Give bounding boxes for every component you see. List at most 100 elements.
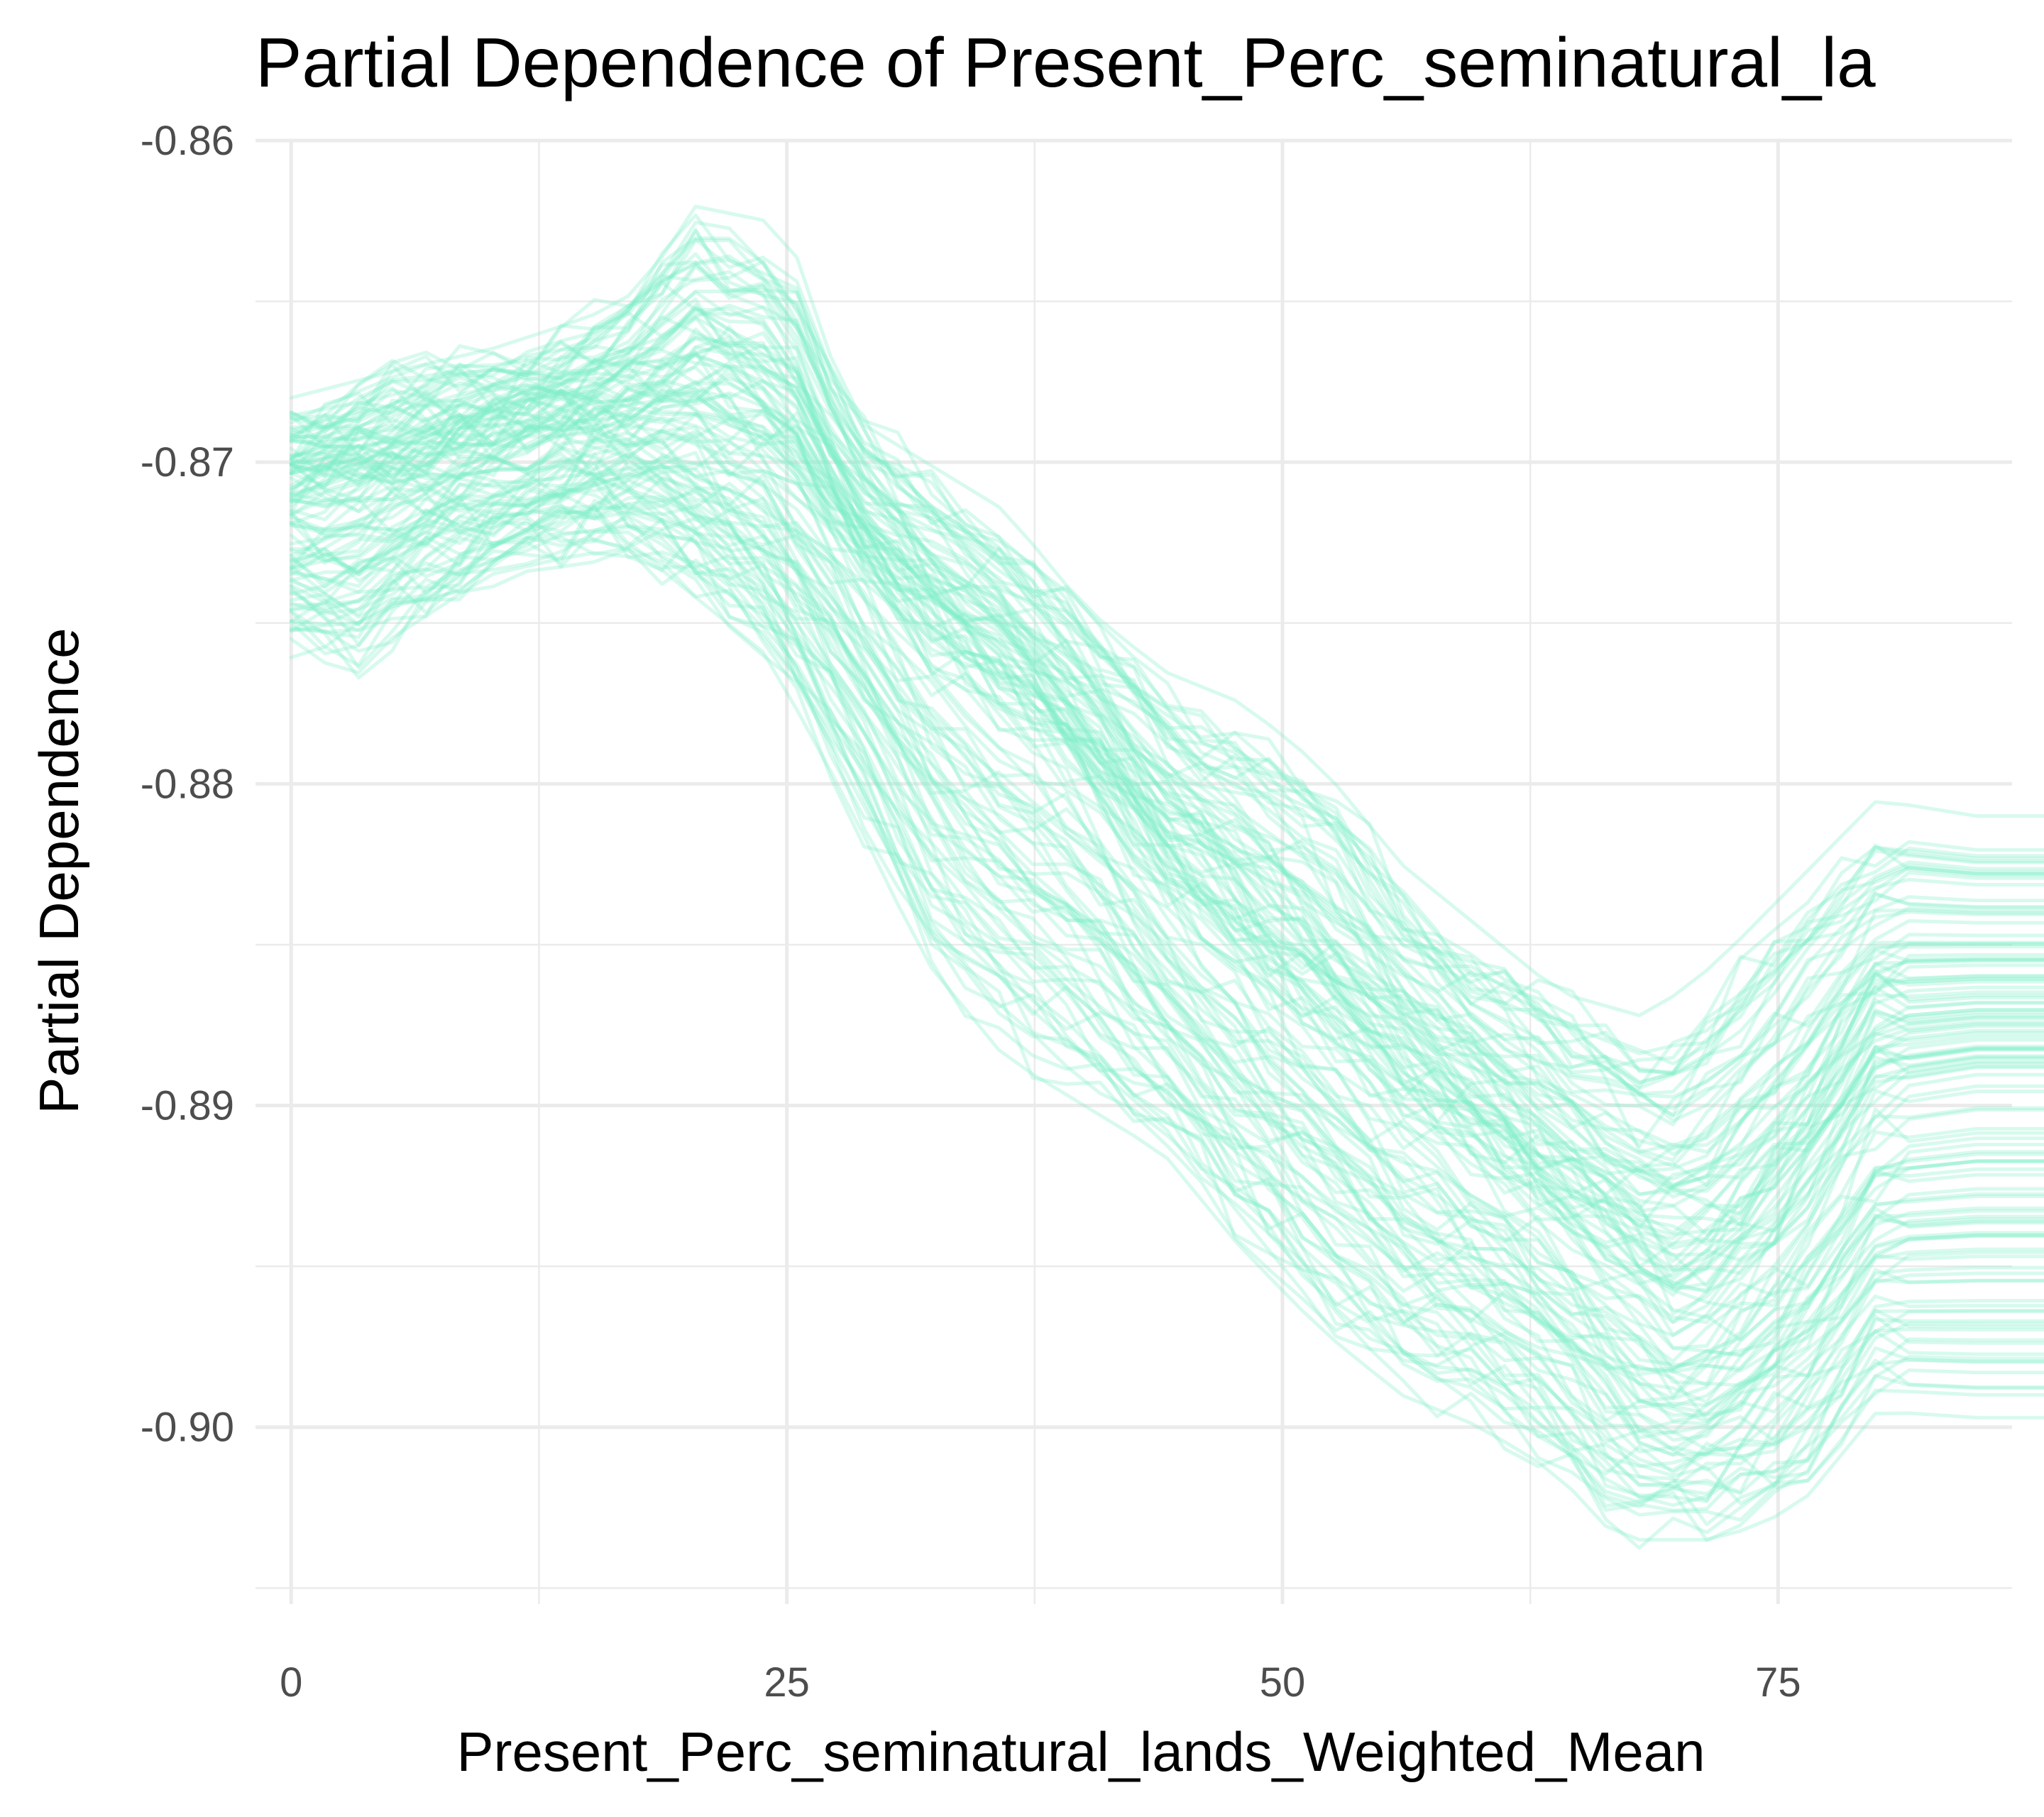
ice-curve [289, 509, 2044, 1472]
ice-curve [289, 263, 2044, 1118]
ice-curve [289, 503, 2044, 1505]
ice-curve [289, 376, 2044, 1235]
ice-curve [289, 456, 2044, 1374]
ice-curve [289, 316, 2044, 1181]
y-tick-label: -0.89 [141, 1083, 234, 1129]
ice-curve [289, 336, 2044, 1173]
ice-curve [289, 379, 2044, 1297]
ice-curve [289, 345, 2044, 1197]
ice-curve [289, 450, 2044, 1404]
ice-curve [289, 452, 2044, 1410]
ice-curve [289, 393, 2044, 1324]
ice-curve [289, 315, 2044, 1168]
ice-curve [289, 264, 2044, 1123]
ice-curve [289, 238, 2044, 1075]
ice-curve [289, 452, 2044, 1408]
ice-curve [289, 236, 2044, 1074]
ice-curve [289, 388, 2044, 1289]
ice-curve [289, 359, 2044, 1241]
ice-curve [289, 396, 2044, 1288]
tick-labels: -0.86 -0.87 -0.88 -0.89 -0.90 0 25 50 75 [141, 118, 1801, 1706]
ice-curve [289, 361, 2044, 1226]
ice-curves [289, 204, 2044, 1550]
x-tick-label: 75 [1755, 1659, 1801, 1706]
ice-curve [289, 228, 2044, 1090]
ice-curve [289, 280, 2044, 1163]
ice-curve [289, 372, 2044, 1250]
ice-curve [289, 394, 2044, 1337]
ice-curve [289, 237, 2044, 1071]
ice-curve [289, 391, 2044, 1286]
ice-curve [289, 535, 2044, 1522]
ice-curve [289, 517, 2044, 1542]
ice-curve [289, 439, 2044, 1367]
x-tick-label: 25 [764, 1659, 810, 1706]
ice-curve [289, 429, 2044, 1353]
y-axis-title: Partial Dependence [28, 627, 90, 1114]
ice-curve [289, 504, 2044, 1456]
ice-curve [289, 478, 2044, 1457]
ice-curve [289, 515, 2044, 1527]
ice-curve [289, 529, 2044, 1509]
ice-curve [289, 302, 2044, 1187]
ice-curve [289, 336, 2044, 1189]
ice-curve [289, 297, 2044, 1188]
ice-curve [289, 366, 2044, 1236]
ice-curve [289, 213, 2044, 1065]
ice-curve [289, 551, 2044, 1542]
ice-curve [289, 452, 2044, 1371]
ice-curve [289, 390, 2044, 1281]
x-tick-label: 0 [280, 1659, 302, 1706]
ice-curve [289, 303, 2044, 1148]
chart-title: Partial Dependence of Present_Perc_semin… [256, 23, 1876, 101]
ice-curve [289, 353, 2044, 1210]
ice-curve [289, 393, 2044, 1295]
ice-curve [289, 459, 2044, 1457]
ice-curve [289, 366, 2044, 1257]
ice-curve [289, 498, 2044, 1503]
ice-curve [289, 432, 2044, 1398]
ice-curve [289, 259, 2044, 1085]
y-tick-label: -0.88 [141, 761, 234, 807]
ice-curve [289, 252, 2044, 1096]
ice-curve [289, 364, 2044, 1230]
ice-curve [289, 258, 2044, 1085]
ice-curve [289, 476, 2044, 1442]
ice-curve [289, 281, 2044, 1099]
ice-curve [289, 495, 2044, 1451]
ice-curve [289, 307, 2044, 1154]
y-tick-label: -0.87 [141, 439, 234, 485]
ice-curve [289, 525, 2044, 1513]
ice-curve [289, 470, 2044, 1417]
ice-curve [289, 486, 2044, 1451]
ice-curve [289, 472, 2044, 1388]
ice-curve [289, 498, 2044, 1472]
ice-curve [289, 380, 2044, 1315]
ice-curve [289, 393, 2044, 1310]
ice-curve [289, 290, 2044, 1126]
y-tick-label: -0.90 [141, 1405, 234, 1451]
ice-curve [289, 455, 2044, 1433]
y-tick-label: -0.86 [141, 118, 234, 164]
ice-curve [289, 434, 2044, 1319]
ice-curve [289, 325, 2044, 1227]
ice-curve [289, 412, 2044, 1292]
ice-curve [289, 388, 2044, 1285]
ice-curve [289, 462, 2044, 1423]
ice-curve [289, 523, 2044, 1508]
ice-curve [289, 464, 2044, 1434]
ice-curve [289, 335, 2044, 1209]
ice-curve [289, 342, 2044, 1236]
ice-curve [289, 378, 2044, 1246]
ice-curve [289, 425, 2044, 1350]
ice-curve [289, 407, 2044, 1324]
ice-curve [289, 505, 2044, 1500]
ice-curve [289, 431, 2044, 1376]
ice-curve [289, 445, 2044, 1370]
ice-curve [289, 260, 2044, 1117]
ice-curve [289, 390, 2044, 1271]
ice-curve [289, 352, 2044, 1246]
ice-curve [289, 427, 2044, 1342]
